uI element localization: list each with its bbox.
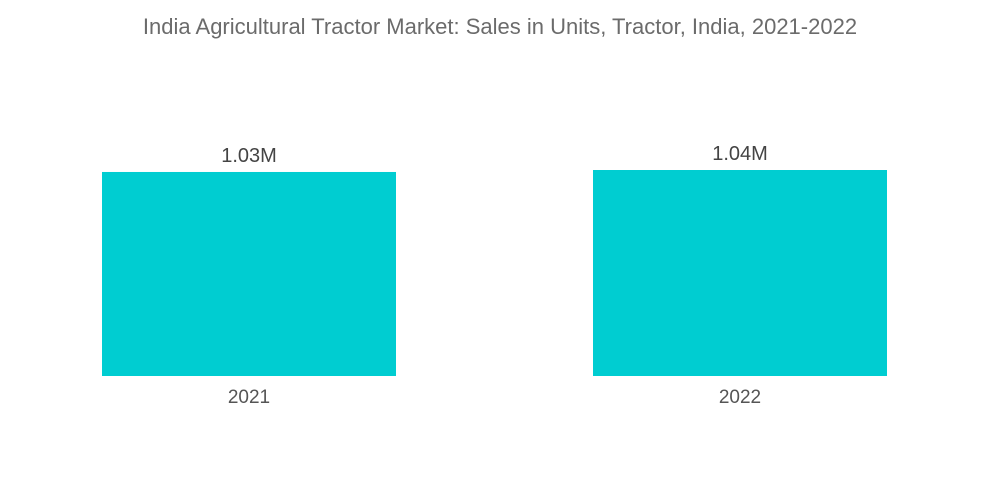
bar-2021	[102, 171, 396, 376]
labels-layer: 1.03M 1.04M	[221, 143, 768, 167]
bars-layer	[102, 170, 887, 376]
data-label-2021: 1.03M	[221, 145, 277, 167]
x-tick-label-2021: 2021	[228, 387, 270, 408]
chart-title: India Agricultural Tractor Market: Sales…	[142, 14, 858, 39]
x-tick-labels: 2021 2022	[228, 387, 761, 408]
data-label-2022: 1.04M	[712, 143, 768, 165]
x-tick-label-2022: 2022	[719, 387, 761, 408]
bar-2022	[593, 170, 887, 376]
